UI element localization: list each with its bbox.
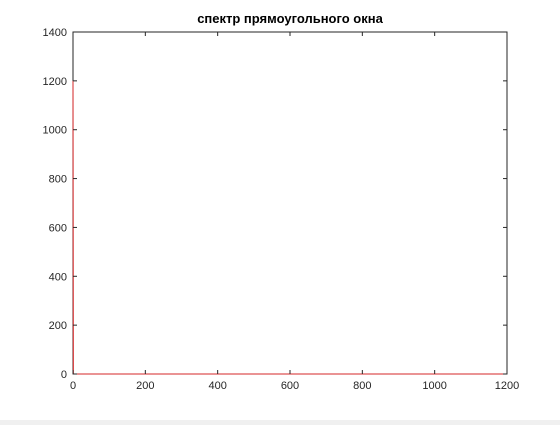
x-tick-label: 200 [136,380,154,392]
y-tick-label: 0 [61,369,67,381]
x-tick-label: 600 [281,380,299,392]
x-tick-label: 800 [353,380,371,392]
x-tick-label: 0 [70,380,76,392]
y-tick-label: 1400 [43,27,67,39]
y-tick-label: 200 [49,320,67,332]
y-tick-label: 400 [49,271,67,283]
y-tick-label: 1000 [43,125,67,137]
x-tick-label: 400 [208,380,226,392]
y-tick-label: 800 [49,174,67,186]
y-tick-label: 600 [49,222,67,234]
y-tick-label: 1200 [43,76,67,88]
x-axis: 0 200 400 600 800 1000 1200 [70,32,519,392]
plot-area [72,31,508,375]
y-axis: 0 200 400 600 800 1000 1200 1400 [43,27,507,381]
x-tick-label: 1000 [422,380,446,392]
x-tick-label: 1200 [495,380,519,392]
chart-title: спектр прямоугольного окна [197,11,383,26]
